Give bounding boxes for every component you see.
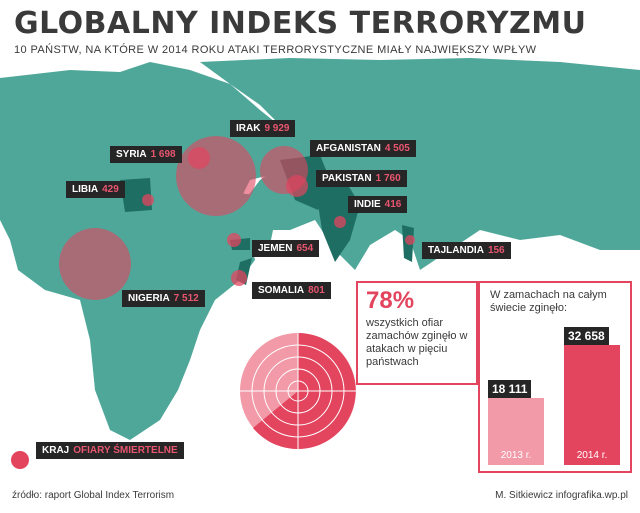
- bubble-pakistan: [286, 175, 308, 197]
- bubble-libya: [142, 194, 154, 206]
- label-india: INDIE 416: [348, 196, 408, 213]
- bar-2013-year: 2013 r.: [500, 450, 532, 461]
- bubble-nigeria: [59, 228, 131, 300]
- bubble-syria: [188, 147, 210, 169]
- legend-country: KRAJ: [42, 445, 70, 456]
- bar-2014-value: 32 658: [564, 327, 609, 345]
- bar-2014-year: 2014 r.: [576, 450, 608, 461]
- label-pakistan: PAKISTAN 1 760: [316, 170, 407, 187]
- label-yemen: JEMEN 654: [252, 240, 320, 257]
- label-somalia: SOMALIA 801: [252, 282, 331, 299]
- label-syria: SYRIA 1 698: [110, 146, 182, 163]
- legend: KRAJ OFIARY ŚMIERTELNE: [36, 442, 184, 459]
- page-title: GLOBALNY INDEKS TERRORYZMU: [14, 6, 587, 41]
- page-subtitle: 10 PAŃSTW, NA KTÓRE W 2014 ROKU ATAKI TE…: [14, 44, 537, 56]
- stat-text: wszystkich ofiar zamachów zginęło w atak…: [366, 317, 468, 368]
- label-libya: LIBIA 429: [66, 181, 125, 198]
- landmass-asia: [200, 58, 640, 270]
- percent-target: [240, 333, 356, 449]
- stat-percent: 78%: [366, 287, 415, 314]
- stat-box: 78% wszystkich ofiar zamachów zginęło w …: [356, 281, 478, 385]
- label-afghanistan: AFGANISTAN 4 505: [310, 140, 416, 157]
- bar-2013-value: 18 111: [488, 380, 532, 398]
- label-iraq: IRAK 9 929: [230, 120, 296, 137]
- legend-deaths: OFIARY ŚMIERTELNE: [73, 445, 178, 456]
- label-thailand: TAJLANDIA 156: [422, 242, 511, 259]
- bars-box: W zamachach na całym świecie zginęło: 18…: [478, 281, 632, 473]
- author-text: M. Sitkiewicz infografika.wp.pl: [495, 490, 628, 501]
- label-nigeria: NIGERIA 7 512: [122, 290, 205, 307]
- bar-2013: 18 111 2013 r.: [488, 380, 544, 465]
- bubble-thailand: [405, 235, 415, 245]
- bubble-yemen: [227, 233, 241, 247]
- bubble-iraq: [176, 136, 256, 216]
- bubble-somalia: [231, 270, 247, 286]
- bar-2014: 32 658 2014 r.: [564, 327, 620, 465]
- bubble-india: [334, 216, 346, 228]
- bars-text: W zamachach na całym świecie zginęło:: [490, 289, 607, 314]
- legend-bubble: [11, 451, 29, 469]
- source-text: źródło: raport Global Index Terrorism: [12, 490, 175, 501]
